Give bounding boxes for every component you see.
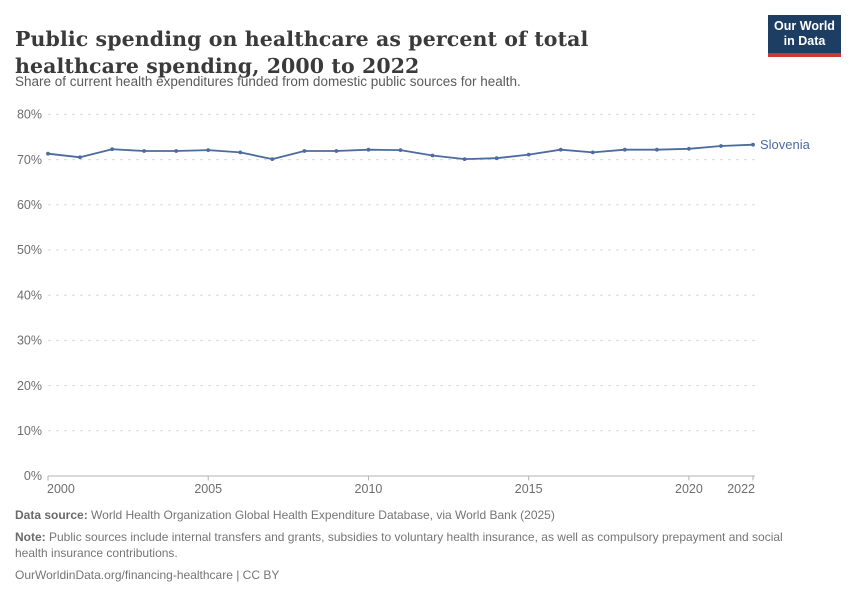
chart-footer: Data source: World Health Organization G… bbox=[15, 507, 799, 588]
data-point bbox=[110, 147, 114, 152]
data-point bbox=[142, 149, 147, 153]
data-point bbox=[334, 149, 339, 153]
data-source-label: Data source: bbox=[15, 508, 88, 522]
data-point bbox=[430, 153, 435, 158]
data-point bbox=[558, 147, 563, 152]
data-point bbox=[687, 146, 691, 151]
note-line: Note: Public sources include internal tr… bbox=[15, 529, 799, 562]
series-label: Slovenia bbox=[760, 137, 811, 152]
data-point bbox=[206, 148, 211, 153]
data-point bbox=[174, 149, 179, 153]
data-point bbox=[78, 155, 82, 160]
data-point bbox=[270, 157, 275, 162]
data-point bbox=[526, 152, 531, 157]
x-tick-label: 2015 bbox=[515, 482, 543, 496]
data-point bbox=[366, 147, 371, 152]
page-subtitle: Share of current health expenditures fun… bbox=[15, 74, 521, 89]
y-tick-label: 50% bbox=[17, 243, 42, 257]
data-point bbox=[655, 147, 659, 152]
logo-text-line2: in Data bbox=[783, 34, 826, 49]
x-tick-label: 2000 bbox=[47, 482, 75, 496]
x-tick-label: 2010 bbox=[355, 482, 383, 496]
x-tick-label: 2005 bbox=[194, 482, 222, 496]
data-point bbox=[590, 150, 595, 155]
note-label: Note: bbox=[15, 529, 46, 544]
data-point bbox=[302, 149, 307, 153]
data-point bbox=[751, 142, 755, 147]
data-source-line: Data source: World Health Organization G… bbox=[15, 507, 799, 524]
data-point bbox=[462, 157, 467, 162]
note-text: Public sources include internal transfer… bbox=[15, 529, 783, 561]
y-tick-label: 70% bbox=[17, 153, 42, 167]
data-point bbox=[494, 156, 499, 161]
data-point bbox=[622, 147, 627, 152]
data-source-text: World Health Organization Global Health … bbox=[87, 508, 555, 522]
y-tick-label: 30% bbox=[17, 334, 42, 348]
y-tick-label: 10% bbox=[17, 424, 42, 438]
data-point bbox=[719, 144, 723, 148]
data-point bbox=[46, 151, 50, 156]
citation-line[interactable]: OurWorldinData.org/financing-healthcare … bbox=[15, 567, 280, 582]
page-title: Public spending on healthcare as percent… bbox=[15, 26, 589, 78]
y-tick-label: 40% bbox=[17, 288, 42, 302]
data-point bbox=[238, 150, 243, 155]
owid-logo[interactable]: Our World in Data bbox=[768, 15, 841, 57]
y-tick-label: 60% bbox=[17, 198, 42, 212]
x-tick-label: 2022 bbox=[727, 482, 755, 496]
data-point bbox=[398, 148, 403, 153]
y-tick-label: 0% bbox=[24, 469, 42, 483]
x-tick-label: 2020 bbox=[675, 482, 703, 496]
logo-text-line1: Our World bbox=[774, 19, 835, 33]
y-tick-label: 80% bbox=[17, 108, 42, 122]
y-tick-label: 20% bbox=[17, 379, 42, 393]
